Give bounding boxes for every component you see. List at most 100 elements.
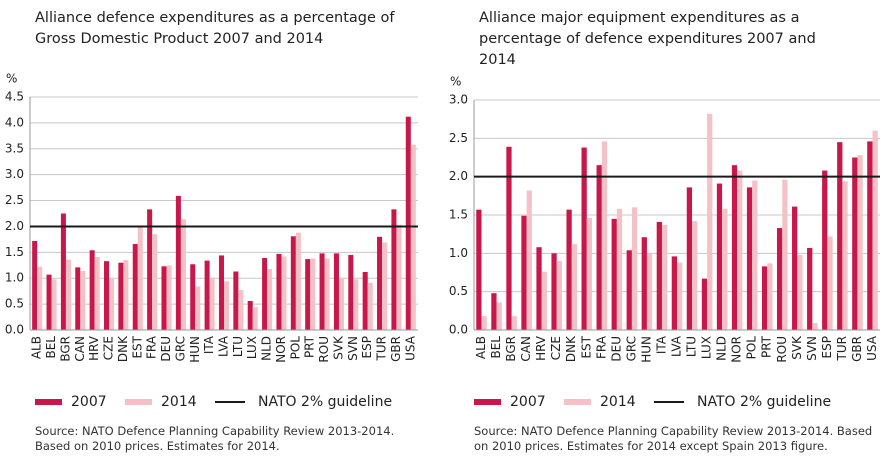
x-tick-label: NLD (260, 336, 274, 361)
bar (46, 274, 52, 330)
bar (65, 259, 71, 330)
bar (626, 250, 632, 330)
bar (646, 253, 653, 330)
bar (51, 279, 57, 330)
bar (566, 209, 572, 330)
bar (867, 141, 873, 330)
x-tick-label: ROU (775, 336, 789, 363)
bar (305, 259, 311, 330)
bar (752, 180, 758, 330)
bar (310, 258, 316, 330)
bar (631, 207, 638, 330)
bar (180, 219, 186, 330)
x-tick-label: ITA (654, 335, 668, 354)
bar (32, 240, 38, 330)
bar (731, 165, 738, 330)
bar (526, 190, 532, 330)
bar (109, 277, 115, 330)
bar (671, 256, 677, 330)
y-tick-label: 3.0 (5, 167, 24, 181)
bar (80, 270, 86, 330)
x-tick-label: ALB (474, 336, 488, 359)
bar (776, 228, 783, 330)
x-tick-label: LUX (700, 336, 714, 359)
bar (686, 187, 693, 330)
bar (218, 255, 224, 330)
bar (152, 234, 158, 330)
x-tick-label: DNK (116, 335, 130, 362)
x-tick-label: TUR (375, 336, 389, 361)
bar (716, 183, 723, 330)
bar (852, 157, 858, 330)
bar (123, 260, 129, 330)
y-tick-label: 0.0 (5, 323, 24, 337)
bar (161, 266, 167, 330)
x-tick-label: EST (130, 335, 144, 358)
y-tick-label: 2.5 (5, 193, 24, 207)
y-axis-label: % (450, 75, 461, 89)
y-tick-label: 1.0 (449, 246, 468, 260)
bar (37, 266, 43, 330)
bar (147, 209, 153, 330)
bar (290, 236, 296, 330)
y-tick-label: 0.5 (5, 297, 24, 311)
x-tick-label: USA (865, 335, 879, 361)
x-tick-label: NLD (715, 336, 729, 361)
x-tick-label: POL (288, 336, 302, 360)
bar (761, 266, 768, 330)
source-note: Source: NATO Defence Planning Capability… (474, 424, 873, 453)
bar (611, 218, 617, 330)
x-tick-label: PRT (303, 335, 317, 358)
legend-label: 2014 (600, 394, 636, 410)
bar (132, 244, 138, 330)
chart-title: Alliance defence expenditures as a perce… (35, 10, 395, 47)
x-tick-label: USA (403, 335, 417, 361)
bar (377, 236, 383, 330)
legend-label: 2014 (161, 394, 197, 410)
bar (348, 254, 354, 330)
bar (737, 170, 743, 330)
y-tick-label: 4.0 (5, 115, 24, 129)
bar (792, 206, 798, 330)
y-tick-label: 4.5 (5, 90, 24, 104)
bar (857, 155, 863, 330)
bar (204, 260, 210, 330)
x-tick-label: LVA (670, 335, 684, 357)
x-tick-label: DNK (564, 335, 578, 362)
x-tick-label: ITA (202, 335, 216, 354)
bar (166, 265, 172, 330)
x-tick-label: LUX (245, 336, 259, 359)
bar (596, 165, 602, 330)
bar (661, 224, 668, 330)
x-tick-label: LTU (231, 336, 245, 357)
bar (324, 258, 330, 330)
bar (656, 221, 662, 330)
x-tick-label: SVN (346, 336, 360, 361)
bar (677, 262, 683, 330)
bar (692, 221, 698, 330)
bar (94, 256, 100, 330)
bar (190, 264, 196, 330)
bar (353, 279, 359, 330)
legend-swatch (474, 399, 501, 405)
bar (551, 253, 557, 330)
bar (586, 218, 593, 330)
bar (60, 213, 66, 330)
bar (295, 232, 301, 330)
bar (209, 277, 215, 330)
bar (616, 208, 623, 330)
x-tick-label: TUR (835, 336, 849, 361)
x-tick-label: BGR (504, 336, 518, 362)
bar (521, 215, 527, 330)
x-tick-label: ALB (30, 336, 44, 359)
bar (405, 116, 411, 330)
bar (812, 323, 818, 330)
x-tick-label: FRA (145, 335, 159, 359)
x-tick-label: GRC (624, 336, 638, 361)
x-tick-label: SVN (805, 336, 819, 361)
x-tick-label: HUN (639, 336, 653, 363)
y-tick-label: 2.5 (449, 131, 468, 145)
bar (581, 147, 587, 330)
